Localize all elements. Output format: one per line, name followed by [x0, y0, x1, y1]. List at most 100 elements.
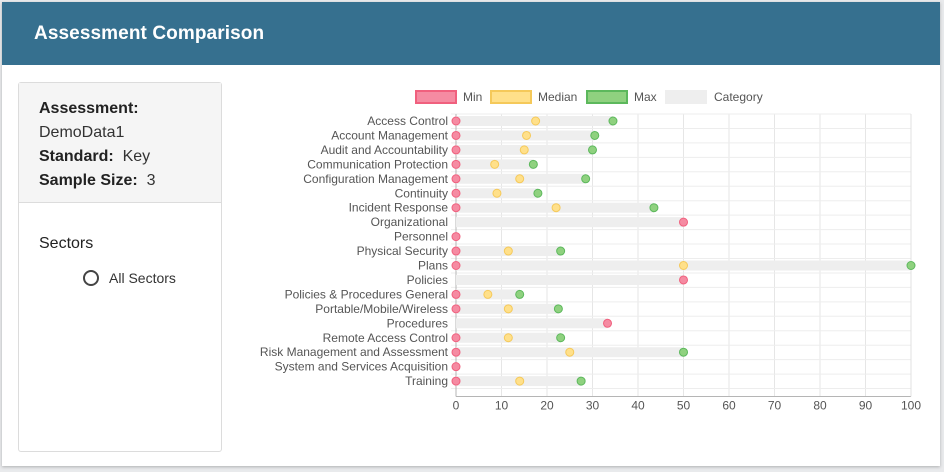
point-max-risk-management-and-assessment [679, 347, 688, 357]
legend-swatch-min [415, 90, 457, 104]
assessment-label: Assessment: [39, 100, 139, 117]
x-tick-label-70: 70 [768, 399, 782, 413]
legend-swatch-max [586, 90, 628, 104]
category-label-communication-protection: Communication Protection [307, 157, 448, 171]
sample-size-row: Sample Size: 3 [39, 169, 221, 193]
sectors-title: Sectors [39, 235, 94, 252]
point-max-incident-response [649, 203, 659, 213]
point-min-configuration-management [451, 174, 461, 184]
category-label-account-management: Account Management [331, 128, 448, 142]
side-panel: Assessment: DemoData1 Standard: Key Samp… [18, 82, 222, 452]
category-label-audit-and-accountability: Audit and Accountability [321, 143, 448, 157]
point-min-account-management [451, 130, 461, 140]
assessment-value-row: DemoData1 [39, 121, 221, 145]
category-label-plans: Plans [418, 259, 448, 273]
radio-circle-icon[interactable] [83, 270, 99, 286]
assessment-value: DemoData1 [39, 124, 125, 141]
point-min-portable-mobile-wireless [451, 304, 461, 314]
point-min-plans [451, 261, 461, 270]
point-max-plans [906, 261, 916, 270]
legend-label-median: Median [538, 90, 577, 104]
page-title: Assessment Comparison [34, 22, 265, 44]
sample-size-label: Sample Size: [39, 172, 138, 189]
point-max-audit-and-accountability [588, 145, 597, 155]
point-max-account-management [590, 130, 600, 140]
point-median-policies-procedures-general [483, 289, 493, 299]
point-median-physical-security [503, 246, 513, 256]
category-label-incident-response: Incident Response [349, 201, 449, 215]
x-tick-label-50: 50 [677, 399, 691, 413]
all-sectors-label: All Sectors [109, 270, 176, 286]
x-tick-label-20: 20 [540, 399, 554, 413]
point-median-account-management [522, 130, 532, 140]
standard-row: Standard: Key [39, 145, 221, 169]
legend-label-min: Min [463, 90, 482, 104]
point-min-continuity [451, 188, 461, 198]
assessment-info-box: Assessment: DemoData1 Standard: Key Samp… [19, 83, 221, 203]
point-min-organizational [679, 217, 688, 227]
point-median-risk-management-and-assessment [565, 347, 575, 357]
standard-label: Standard: [39, 148, 114, 165]
card-header: Assessment Comparison [2, 2, 940, 65]
point-median-communication-protection [490, 159, 500, 169]
point-median-audit-and-accountability [519, 145, 529, 155]
x-tick-label-10: 10 [495, 399, 509, 413]
x-tick-label-80: 80 [813, 399, 827, 413]
point-max-communication-protection [528, 159, 538, 169]
standard-value: Key [122, 148, 151, 165]
legend-label-max: Max [634, 90, 657, 104]
x-tick-label-30: 30 [586, 399, 600, 413]
sample-size-value: 3 [146, 172, 156, 189]
point-min-risk-management-and-assessment [451, 347, 461, 357]
point-min-personnel [451, 232, 461, 242]
point-median-incident-response [551, 203, 561, 213]
x-tick-label-0: 0 [453, 399, 460, 413]
category-label-risk-management-and-assessment: Risk Management and Assessment [260, 345, 449, 359]
x-tick-label-40: 40 [631, 399, 645, 413]
point-min-policies-procedures-general [451, 289, 461, 299]
point-min-policies [679, 275, 688, 285]
point-median-training [515, 376, 525, 386]
point-median-access-control [531, 116, 541, 126]
point-median-configuration-management [515, 174, 525, 184]
point-median-plans [679, 261, 688, 270]
point-min-physical-security [451, 246, 461, 256]
category-bar-procedures [456, 318, 608, 329]
legend-label-category: Category [714, 90, 763, 104]
point-max-policies-procedures-general [515, 289, 525, 299]
point-min-communication-protection [451, 159, 461, 169]
x-tick-label-90: 90 [859, 399, 873, 413]
point-median-remote-access-control [503, 333, 513, 343]
category-label-procedures: Procedures [387, 316, 448, 330]
category-label-policies: Policies [407, 273, 448, 287]
category-label-configuration-management: Configuration Management [303, 172, 448, 186]
point-min-training [451, 376, 461, 386]
category-label-organizational: Organizational [371, 215, 448, 229]
assessment-comparison-card: Assessment Comparison Assessment: DemoDa… [2, 2, 940, 466]
assessment-row: Assessment: [39, 97, 221, 121]
category-label-portable-mobile-wireless: Portable/Mobile/Wireless [315, 302, 448, 316]
category-bar-policies [456, 274, 684, 285]
x-tick-label-100: 100 [901, 399, 921, 413]
category-label-continuity: Continuity [395, 186, 448, 200]
point-max-continuity [533, 188, 543, 198]
category-label-remote-access-control: Remote Access Control [323, 331, 448, 345]
point-min-system-and-services-acquisition [451, 362, 461, 372]
point-min-audit-and-accountability [451, 145, 461, 155]
point-max-training [576, 376, 586, 386]
point-max-portable-mobile-wireless [553, 304, 563, 314]
category-bar-organizational [456, 217, 684, 228]
point-max-access-control [608, 116, 618, 126]
point-min-procedures [603, 318, 613, 328]
point-min-incident-response [451, 203, 461, 213]
point-max-configuration-management [581, 174, 591, 184]
x-tick-label-60: 60 [722, 399, 736, 413]
point-median-continuity [492, 188, 502, 198]
point-min-remote-access-control [451, 333, 461, 343]
category-label-policies-procedures-general: Policies & Procedures General [285, 287, 448, 301]
category-label-training: Training [405, 374, 448, 388]
all-sectors-radio[interactable]: All Sectors [83, 270, 176, 286]
legend-swatch-category [665, 90, 707, 104]
legend-swatch-median [490, 90, 532, 104]
